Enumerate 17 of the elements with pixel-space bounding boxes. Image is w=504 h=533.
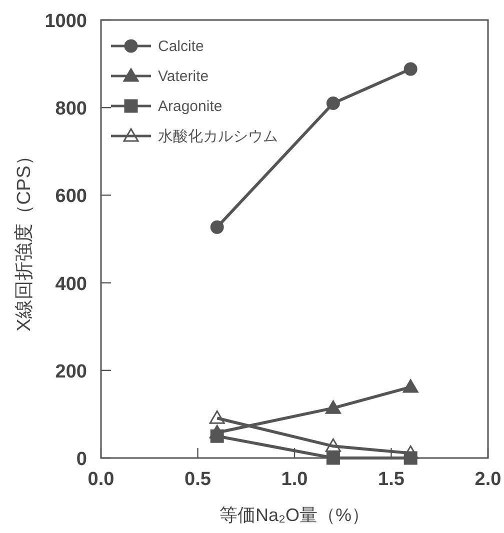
x-tick-label: 0.0 bbox=[88, 469, 114, 490]
y-axis-title: X線回折強度（CPS） bbox=[13, 146, 35, 332]
legend-label: Calcite bbox=[158, 38, 204, 55]
y-tick-label: 800 bbox=[55, 98, 87, 120]
y-tick-label: 400 bbox=[55, 274, 87, 295]
legend-label: 水酸化カルシウム bbox=[158, 128, 278, 145]
x-tick-label: 1.0 bbox=[281, 469, 308, 490]
x-tick-label: 0.5 bbox=[184, 469, 212, 490]
legend-label: Vaterite bbox=[158, 68, 209, 85]
y-tick-label: 0 bbox=[76, 449, 87, 470]
y-tick-label: 1000 bbox=[44, 11, 87, 32]
x-tick-label: 2.0 bbox=[474, 469, 502, 490]
x-axis-title: 等価Na₂O量（%） bbox=[219, 505, 370, 525]
legend-label: Aragonite bbox=[158, 98, 222, 115]
x-tick-label: 1.5 bbox=[378, 469, 405, 490]
y-tick-label: 600 bbox=[55, 186, 87, 208]
y-tick-label: 200 bbox=[55, 361, 87, 382]
